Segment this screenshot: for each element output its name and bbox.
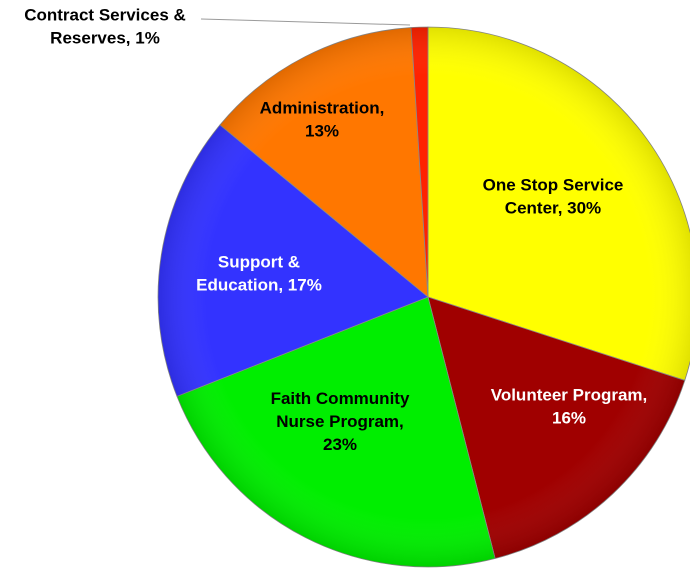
data-label-volunteer-program: Volunteer Program, 16% (491, 386, 648, 428)
data-label-line: 16% (552, 409, 586, 428)
data-label-line: One Stop Service (483, 176, 624, 195)
data-label-administration: Administration, 13% (260, 99, 385, 141)
data-label-line: Reserves, 1% (50, 29, 160, 48)
data-label-line: 13% (305, 122, 339, 141)
data-label-support-and-education: Support & Education, 17% (196, 253, 322, 295)
data-label-line: Contract Services & (24, 6, 186, 25)
data-label-line: Support & (218, 253, 300, 272)
leader-line-contract-services-and-reserves (200, 18, 411, 26)
data-label-line: Administration, (260, 99, 385, 118)
data-label-line: 23% (323, 435, 357, 454)
pie-labels: One Stop Service Center, 30% Volunteer Pro… (24, 6, 647, 455)
data-label-line: Faith Community (271, 389, 410, 408)
data-label-line: Education, 17% (196, 276, 322, 295)
data-label-line: Center, 30% (505, 199, 601, 218)
data-label-one-stop-service-center: One Stop Service Center, 30% (483, 176, 624, 218)
data-label-line: Volunteer Program, (491, 386, 648, 405)
data-label-contract-services-and-reserves: Contract Services & Reserves, 1% (24, 6, 186, 48)
pie-slices (157, 26, 690, 568)
data-label-line: Nurse Program, (276, 412, 404, 431)
data-label-faith-community-nurse-program: Faith Community Nurse Program, 23% (271, 389, 410, 454)
